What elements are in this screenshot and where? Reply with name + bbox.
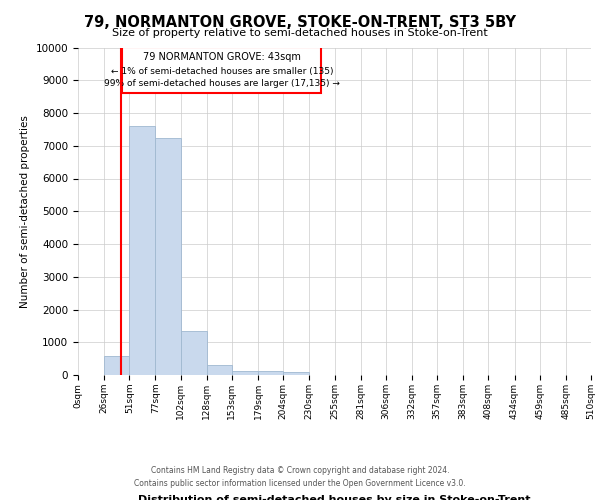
Bar — [207, 365, 232, 375]
Text: ← 1% of semi-detached houses are smaller (135): ← 1% of semi-detached houses are smaller… — [110, 66, 333, 76]
Bar — [283, 372, 310, 375]
Text: Size of property relative to semi-detached houses in Stoke-on-Trent: Size of property relative to semi-detach… — [112, 28, 488, 38]
Bar — [258, 372, 283, 375]
Bar — [181, 331, 207, 375]
Text: 79 NORMANTON GROVE: 43sqm: 79 NORMANTON GROVE: 43sqm — [143, 52, 301, 62]
Bar — [130, 126, 155, 375]
Bar — [155, 138, 181, 375]
Text: 99% of semi-detached houses are larger (17,135) →: 99% of semi-detached houses are larger (… — [104, 79, 340, 88]
Y-axis label: Number of semi-detached properties: Number of semi-detached properties — [20, 115, 30, 308]
Text: Contains HM Land Registry data © Crown copyright and database right 2024.
Contai: Contains HM Land Registry data © Crown c… — [134, 466, 466, 487]
X-axis label: Distribution of semi-detached houses by size in Stoke-on-Trent: Distribution of semi-detached houses by … — [138, 496, 531, 500]
Bar — [122, 48, 322, 92]
Bar — [104, 356, 130, 375]
Text: 79, NORMANTON GROVE, STOKE-ON-TRENT, ST3 5BY: 79, NORMANTON GROVE, STOKE-ON-TRENT, ST3… — [84, 15, 516, 30]
Bar — [232, 370, 258, 375]
